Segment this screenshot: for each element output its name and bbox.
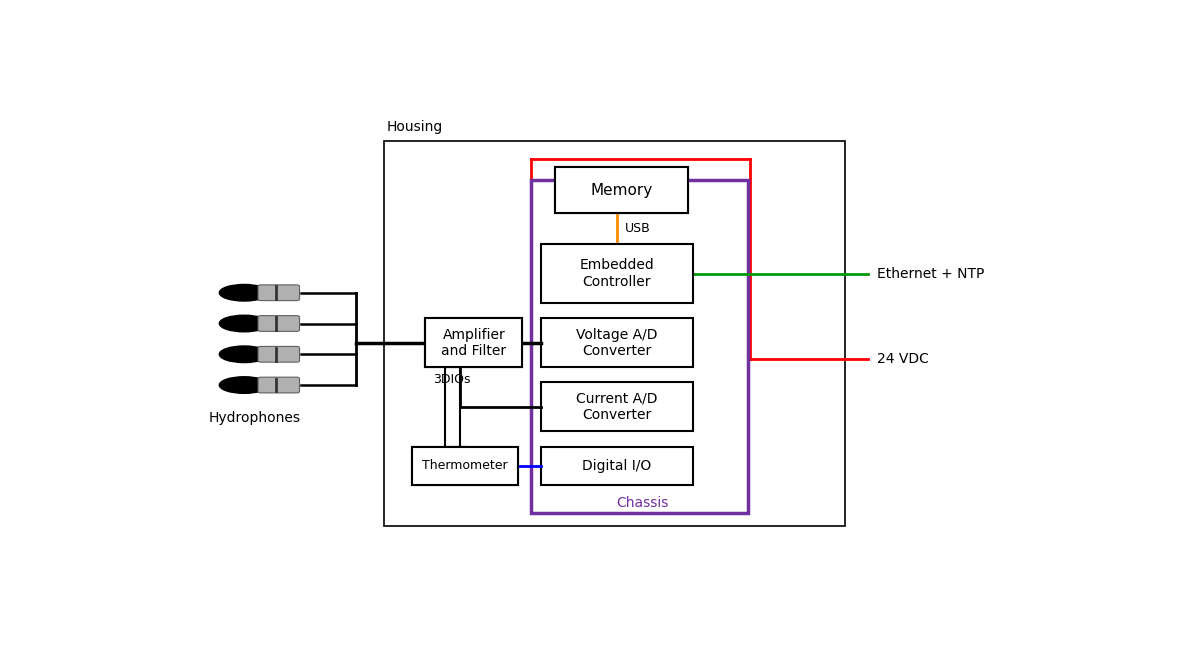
Ellipse shape (219, 346, 269, 362)
Text: Thermometer: Thermometer (421, 460, 507, 472)
Bar (426, 318, 522, 367)
Bar (540, 244, 693, 303)
Text: Ethernet + NTP: Ethernet + NTP (877, 266, 984, 280)
FancyBboxPatch shape (258, 316, 300, 332)
Bar (384, 141, 845, 526)
Text: Voltage A/D
Converter: Voltage A/D Converter (576, 328, 658, 358)
FancyBboxPatch shape (258, 285, 300, 300)
Text: Embedded
Controller: Embedded Controller (580, 258, 654, 288)
Ellipse shape (219, 315, 269, 332)
Ellipse shape (219, 284, 269, 301)
Bar (412, 447, 518, 485)
Text: Memory: Memory (590, 182, 652, 198)
Bar (412, 447, 518, 485)
Bar (532, 180, 749, 513)
Ellipse shape (219, 377, 269, 394)
Text: Hydrophones: Hydrophones (208, 411, 301, 425)
FancyBboxPatch shape (258, 346, 300, 362)
Text: Thermometer: Thermometer (421, 460, 507, 472)
Bar (555, 167, 688, 213)
FancyBboxPatch shape (258, 377, 300, 393)
Text: Memory: Memory (590, 182, 652, 198)
Bar (540, 447, 693, 485)
Text: Amplifier
and Filter: Amplifier and Filter (441, 328, 507, 358)
Text: USB: USB (625, 222, 651, 235)
Bar (426, 318, 522, 367)
Text: Chassis: Chassis (616, 496, 669, 510)
Text: 3DIOs: 3DIOs (433, 373, 470, 386)
Bar (540, 382, 693, 431)
Text: Housing: Housing (387, 120, 443, 134)
Bar (555, 167, 688, 213)
Text: Current A/D
Converter: Current A/D Converter (576, 392, 658, 422)
Text: Amplifier
and Filter: Amplifier and Filter (441, 328, 507, 358)
Text: Digital I/O: Digital I/O (582, 459, 651, 473)
Text: 24 VDC: 24 VDC (877, 352, 929, 366)
Bar (540, 318, 693, 367)
